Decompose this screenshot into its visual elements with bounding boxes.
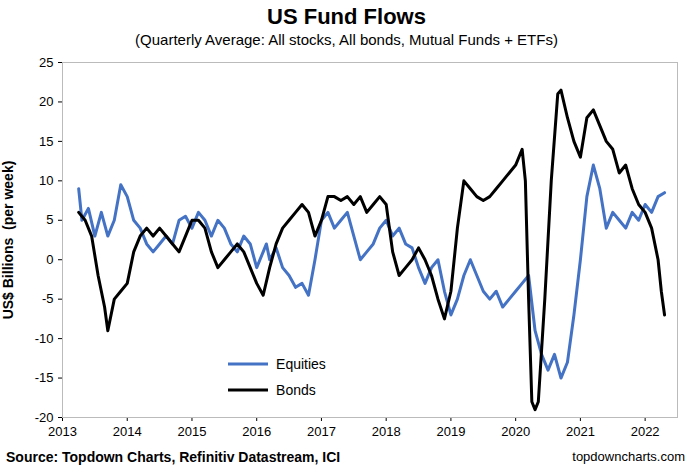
html-text:Equities: Equities [276,356,326,372]
svg-text:-10: -10 [35,331,54,346]
html-text:Source: Topdown Charts, Refini: Source: Topdown Charts, Refinitiv Datast… [6,449,341,465]
svg-text:2019: 2019 [436,424,465,439]
svg-text:-5: -5 [42,291,54,306]
svg-text:2021: 2021 [566,424,595,439]
svg-text:5: 5 [46,212,53,227]
html-text:US Fund Flows: US Fund Flows [267,4,426,29]
svg-text:2020: 2020 [501,424,530,439]
svg-text:15: 15 [39,134,53,149]
svg-text:2014: 2014 [113,424,142,439]
svg-text:20: 20 [39,94,53,109]
svg-text:2013: 2013 [48,424,77,439]
svg-text:-15: -15 [35,370,54,385]
svg-text:2017: 2017 [307,424,336,439]
svg-text:25: 25 [39,55,53,70]
svg-text:0: 0 [46,252,53,267]
svg-text:US$ Billions (per week): US$ Billions (per week) [0,161,16,320]
html-text:topdowncharts.com: topdowncharts.com [572,449,685,464]
svg-text:2022: 2022 [631,424,660,439]
svg-text:2015: 2015 [178,424,207,439]
svg-text:-20: -20 [35,410,54,425]
html-text:Bonds: Bonds [276,382,316,398]
svg-text:10: 10 [39,173,53,188]
svg-text:2016: 2016 [242,424,271,439]
svg-text:2018: 2018 [372,424,401,439]
html-text:(Quarterly Average: All stocks: (Quarterly Average: All stocks, All bond… [135,31,558,48]
